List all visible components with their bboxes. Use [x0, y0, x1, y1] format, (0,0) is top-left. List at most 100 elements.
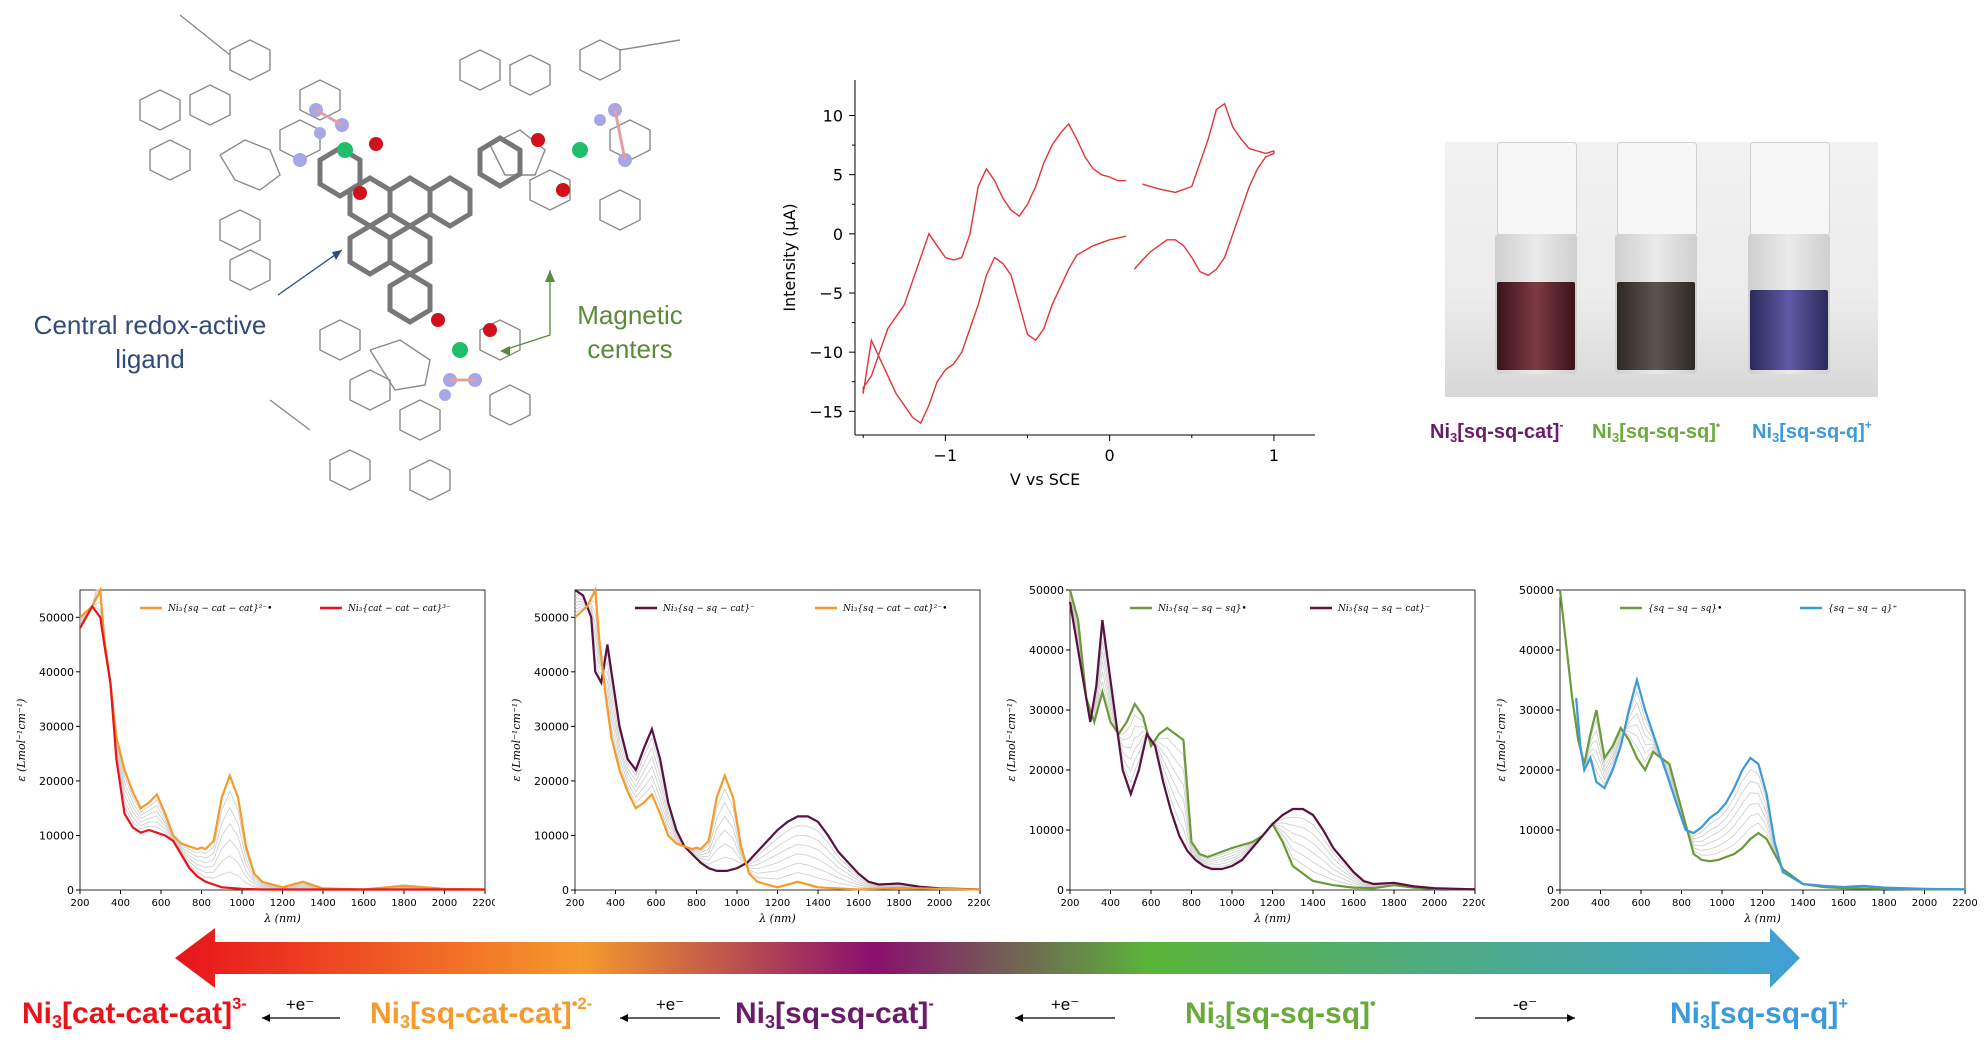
legend-label: {sq − sq − q}⁺ [1828, 604, 1897, 614]
state-sup: • [1370, 995, 1376, 1013]
x-tick-label: 2000 [1912, 898, 1937, 909]
redox-state-label: Ni3[sq-sq-sq]• [1185, 995, 1376, 1033]
intermediate-trace [1575, 689, 1966, 890]
x-tick-label: 2200 [967, 898, 990, 909]
series-line [1068, 601, 1476, 891]
cv-trace-forward [862, 122, 1127, 425]
y-tick-label: 10000 [1519, 824, 1554, 837]
label-sub: 3 [1772, 430, 1780, 445]
series-line [574, 589, 981, 891]
y-tick-label: 10000 [534, 829, 569, 842]
intermediate-trace [79, 605, 486, 890]
series-line [574, 585, 981, 891]
nickel-atom [572, 142, 588, 158]
legend-label: Ni₃{cat − cat − cat}³⁻ [347, 604, 451, 614]
intermediate-trace [1069, 600, 1476, 890]
intermediate-trace [1069, 593, 1476, 890]
step-arrows: +e⁻ +e⁻ +e⁻ -e⁻ [262, 995, 1575, 1022]
label-prefix: Ni [1752, 421, 1772, 443]
state-body: [sq-cat-cat] [410, 997, 572, 1030]
vial-label: Ni3[sq-sq-sq]• [1592, 418, 1720, 445]
intermediate-trace [79, 592, 486, 890]
redox-state-label: Ni3[sq-sq-q]+ [1670, 995, 1848, 1033]
vial-label: Ni3[sq-sq-cat]- [1430, 418, 1563, 445]
plot-frame [574, 589, 981, 891]
x-tick-label: 1000 [1709, 898, 1734, 909]
central-ligand-label-line1: Central redox-active [33, 310, 267, 340]
state-body: [sq-sq-cat] [775, 997, 929, 1030]
label-sup: • [1715, 418, 1721, 432]
x-tick-label: 800 [192, 898, 211, 909]
label-sup: - [1559, 418, 1564, 432]
y-tick-label: 5 [833, 166, 843, 185]
y-tick-label: −5 [819, 284, 843, 303]
label-body: [sq-sq-sq] [1619, 421, 1716, 443]
arrow-head [1567, 1014, 1575, 1022]
intermediate-trace [1069, 598, 1476, 890]
annotation-arrows [277, 249, 555, 356]
step-label: +e⁻ [1051, 995, 1079, 1014]
redox-gradient-arrow [175, 928, 1800, 988]
y-tick-label: 20000 [1029, 764, 1064, 777]
molecular-structure [139, 14, 681, 501]
state-sub: 3 [400, 1012, 411, 1032]
x-tick-label: 1600 [846, 898, 871, 909]
step-label: -e⁻ [1513, 995, 1537, 1014]
step-label: +e⁻ [286, 995, 314, 1014]
nickel-atom [337, 142, 353, 158]
label-prefix: Ni [1430, 421, 1450, 443]
state-prefix: Ni [370, 997, 400, 1030]
y-tick-label: −10 [809, 343, 843, 362]
x-tick-label: 2200 [1462, 898, 1485, 909]
vial-label: Ni3[sq-sq-q]+ [1752, 418, 1872, 445]
y-tick-label: 10000 [1029, 824, 1064, 837]
x-tick-label: 1600 [1831, 898, 1856, 909]
x-tick-label: 600 [646, 898, 665, 909]
x-tick-label: 200 [1550, 898, 1569, 909]
label-body: [sq-sq-q] [1779, 421, 1865, 443]
x-tick-label: 1400 [310, 898, 335, 909]
legend-label: Ni₃{sq − sq − sq}• [1157, 604, 1247, 614]
intermediate-trace [1069, 596, 1476, 890]
x-axis-label: V vs SCE [1010, 470, 1080, 489]
vial-photo [1445, 142, 1878, 397]
y-axis-label: Intensity (μA) [780, 203, 799, 311]
vial-sq-sq-sq [1615, 142, 1697, 382]
x-tick-label: 2000 [1422, 898, 1447, 909]
central-ligand-label-line2: ligand [115, 344, 185, 374]
state-sup: 3- [232, 995, 247, 1013]
y-tick-label: 0 [67, 884, 74, 897]
x-tick-label: 2000 [432, 898, 457, 909]
y-tick-label: 50000 [534, 611, 569, 624]
nickel-atoms [337, 142, 588, 358]
x-tick-label: 1200 [270, 898, 295, 909]
state-prefix: Ni [1670, 997, 1700, 1030]
y-tick-label: 30000 [1519, 704, 1554, 717]
y-tick-label: 0 [1057, 884, 1064, 897]
y-axis-label: ε (Lmol⁻¹cm⁻¹) [1005, 699, 1018, 782]
y-tick-label: 10 [823, 107, 843, 126]
y-tick-label: 50000 [1029, 584, 1064, 597]
intermediate-trace [1575, 718, 1965, 890]
y-tick-label: 20000 [1519, 764, 1554, 777]
series-line [79, 585, 486, 891]
x-tick-label: 0 [1105, 446, 1115, 465]
x-tick-label: 600 [1631, 898, 1650, 909]
x-tick-label: −1 [934, 446, 958, 465]
x-tick-label: 200 [1060, 898, 1079, 909]
x-tick-label: 800 [1182, 898, 1201, 909]
y-tick-label: 40000 [39, 666, 74, 679]
state-sub: 3 [1700, 1012, 1711, 1032]
x-tick-label: 1200 [765, 898, 790, 909]
y-tick-label: 20000 [534, 775, 569, 788]
y-tick-label: −15 [809, 402, 843, 421]
series-line [1558, 589, 1965, 891]
magnetic-centers-label: Magnetic centers [560, 298, 700, 366]
y-axis-label: ε (Lmol⁻¹cm⁻¹) [510, 699, 523, 782]
x-tick-label: 1200 [1750, 898, 1775, 909]
x-axis-label: λ (nm) [1253, 912, 1291, 925]
x-tick-label: 2000 [927, 898, 952, 909]
series-line [79, 604, 485, 891]
redox-state-label: Ni3[cat-cat-cat]3- [22, 995, 247, 1033]
